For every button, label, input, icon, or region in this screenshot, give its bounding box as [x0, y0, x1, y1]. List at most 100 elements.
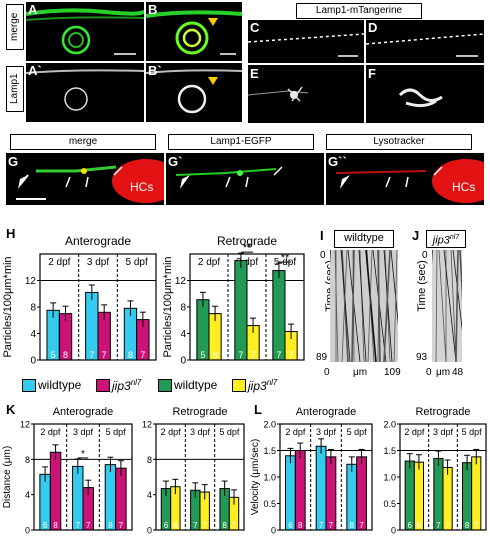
n-label: 7	[445, 521, 450, 530]
legend: wildtype jip3nl7 wildtype jip3nl7	[22, 378, 322, 393]
stage-label: 3 dpf	[87, 257, 109, 268]
n-label: 6	[288, 521, 293, 530]
n-label: 7	[474, 521, 479, 530]
y-tick-label: 4	[180, 329, 186, 340]
n-label: 8	[417, 521, 422, 530]
y-tick-label: 0	[180, 356, 186, 367]
n-label: 7	[359, 521, 364, 530]
legend-swatch-wt-ret	[158, 379, 172, 392]
micrograph-G	[6, 153, 164, 205]
chart-title: Retrograde	[415, 406, 470, 418]
plot-frame	[155, 423, 245, 531]
kymo-track	[393, 250, 398, 362]
n-label: 7	[329, 521, 334, 530]
kymo-track	[377, 250, 381, 362]
kymo-track	[455, 250, 459, 362]
panel-label-I: I	[320, 228, 324, 243]
kymo-track	[351, 250, 355, 362]
sig-marker: **	[281, 252, 290, 264]
y-tick-label: 0.5	[383, 499, 396, 509]
micrograph-A-prime	[26, 63, 144, 122]
kymo-j-x1: 48	[452, 367, 464, 378]
y-tick-label: 1.0	[383, 473, 396, 483]
kymo-j-title-sup: nl7	[449, 234, 460, 241]
legend-label-jip-ret: jip3nl7	[248, 378, 277, 393]
n-label: 7	[140, 350, 145, 360]
y-tick-label: 1.5	[263, 446, 276, 456]
bar	[325, 456, 337, 531]
y-axis-label: Distance (μm)	[2, 446, 13, 508]
kymo-j-y1: 93	[416, 352, 428, 363]
panel-label-A-prime: A`	[28, 63, 42, 78]
kymograph-jip3	[432, 250, 462, 362]
kymo-track	[443, 250, 457, 362]
stage-label: 5 dpf	[106, 427, 127, 437]
y-tick-label: 0	[25, 526, 30, 536]
chart-title: Anterograde	[296, 406, 357, 418]
panel-label-J: J	[412, 228, 420, 243]
stage-label: 3 dpf	[433, 427, 454, 437]
kymo-track	[358, 250, 367, 362]
panel-label-G-prime: G`	[168, 154, 183, 169]
panel-label-E: E	[250, 66, 259, 81]
bar	[433, 457, 444, 531]
micrograph-G-prime	[166, 153, 324, 205]
y-tick-label: 8	[30, 303, 36, 314]
kymo-i-x0: 0	[324, 367, 330, 378]
kymo-i-y1: 89	[316, 352, 328, 363]
n-label: 7	[119, 521, 124, 530]
n-label: 8	[53, 521, 58, 530]
n-label: 7	[86, 521, 91, 530]
kymo-track	[383, 250, 391, 362]
hcs-label-2: HCs	[452, 180, 476, 194]
y-tick-label: 12	[25, 276, 37, 287]
n-label: 7	[202, 521, 207, 530]
chart-title: Retrograde	[172, 406, 227, 418]
panel-label-F: F	[368, 66, 376, 81]
bar	[315, 445, 327, 531]
kymo-j-xlabel: μm	[436, 367, 451, 378]
stage-label: 5 dpf	[347, 427, 368, 437]
micrograph-B-prime	[146, 63, 242, 122]
chart-l-anterograde: Anterograde Velocity (μm/sec) 0 0.5 1.0 1.5 2.…	[250, 406, 373, 536]
plot-frame	[39, 253, 157, 361]
legend-label-jip-ant: jip3nl7	[112, 378, 141, 393]
n-label: 7	[193, 521, 198, 530]
g-tag-lamp1-egfp: Lamp1-EGFP	[168, 134, 314, 150]
kymo-track	[340, 250, 351, 362]
bar	[404, 460, 415, 531]
panel-label-G: G	[8, 154, 19, 169]
kymo-track	[459, 250, 462, 303]
n-label: 8	[173, 521, 178, 530]
chart-title: Anterograde	[53, 406, 114, 418]
panel-label-C: C	[250, 20, 260, 35]
bar	[413, 461, 425, 531]
stage-label: 2 dpf	[40, 427, 61, 437]
n-label: 8	[128, 350, 133, 360]
panel-label-D: D	[368, 20, 378, 35]
kymo-track	[365, 250, 377, 362]
bar	[294, 450, 306, 531]
legend-swatch-jip-ret	[232, 379, 246, 392]
kymo-i-title: wildtype	[334, 230, 394, 248]
y-tick-label: 1.5	[383, 446, 396, 456]
stage-label: 5 dpf	[462, 427, 483, 437]
bar	[356, 456, 367, 531]
kymo-j-title: jip3nl7	[426, 230, 466, 248]
n-label: 7	[276, 350, 281, 360]
legend-jip-text: jip3	[112, 379, 131, 393]
n-label: 7	[289, 350, 294, 360]
header-lamp1-mtangerine: Lamp1-mTangerine	[296, 3, 422, 19]
y-tick-label: 1.0	[263, 473, 276, 483]
n-label: 8	[63, 350, 68, 360]
n-label: 6	[164, 521, 169, 530]
kymo-i-y0: 0	[320, 250, 326, 261]
n-label: 8	[213, 350, 218, 360]
row-tag-merge: merge	[6, 4, 24, 50]
n-label: 7	[89, 350, 94, 360]
chart-title: Retrograde	[217, 234, 277, 248]
sig-marker: *	[81, 449, 85, 460]
legend-jip-text-2: jip3	[248, 379, 267, 393]
